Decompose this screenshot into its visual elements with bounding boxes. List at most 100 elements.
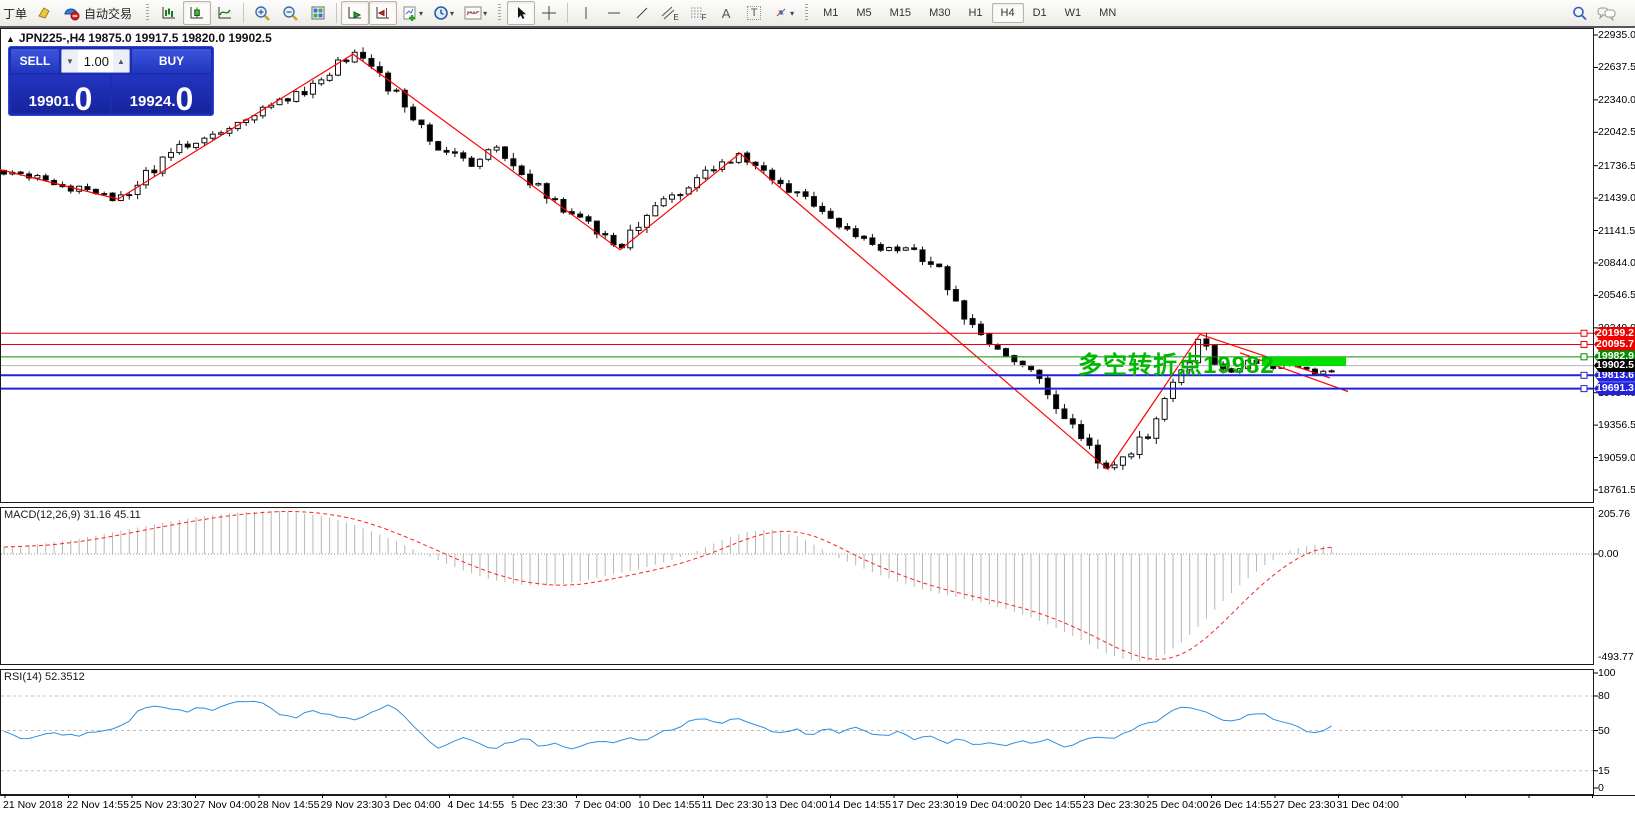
line-handle[interactable] <box>1580 329 1588 337</box>
candle-body <box>460 152 467 159</box>
toolbar-grip[interactable] <box>146 4 150 22</box>
tab-timeframe-h1[interactable]: H1 <box>968 7 983 19</box>
price-tick-label: 21439.0 <box>1598 192 1635 205</box>
buy-price[interactable]: 19924. 0 <box>112 75 211 115</box>
price-axis[interactable]: 22935.0 22637.5 22340.0 22042.5 21736.5 21439… <box>1594 0 1635 816</box>
tab-timeframe-mn[interactable]: MN <box>1099 7 1117 19</box>
chart-annotation-text[interactable]: 多空转折点19982 <box>1078 352 1275 379</box>
highlight-bar-object[interactable] <box>1262 357 1346 367</box>
current-price-label[interactable]: 19902.5 <box>1594 359 1635 373</box>
order-history-icon[interactable] <box>30 1 58 25</box>
sell-button[interactable]: SELL <box>11 49 59 73</box>
candle-body <box>17 171 24 174</box>
crosshair-icon[interactable] <box>535 1 563 25</box>
time-axis[interactable]: 21 Nov 2018 22 Nov 14:55 25 Nov 23:30 27 No… <box>0 797 1635 816</box>
buy-button[interactable]: BUY <box>132 49 211 73</box>
toolbar-separator <box>336 3 338 23</box>
macd-tick-label: 205.76 <box>1598 508 1631 520</box>
chart-shift-icon[interactable] <box>369 1 398 25</box>
price-tick-label: 20546.5 <box>1598 289 1635 302</box>
sell-price-dot: . <box>70 93 75 110</box>
cursor-icon[interactable] <box>507 1 536 25</box>
candle-body <box>84 186 91 191</box>
text-label-glyph: T <box>746 6 762 20</box>
candle-body <box>1028 365 1035 371</box>
candle-body <box>1111 464 1118 469</box>
text-label-tool-icon[interactable]: T <box>740 1 768 25</box>
auto-scroll-icon[interactable] <box>341 1 370 25</box>
new-chart-button[interactable]: ▾ <box>397 1 428 25</box>
volume-decrease-button[interactable]: ▼ <box>62 50 78 72</box>
price-level-label[interactable]: 20199.2 <box>1594 326 1635 340</box>
candle-body <box>810 196 817 207</box>
volume-stepper[interactable]: ▼ 1.00 ▲ <box>61 49 130 73</box>
trendline-icon[interactable] <box>628 1 656 25</box>
price-tick-label: 20844.0 <box>1598 256 1635 269</box>
tab-timeframe-d1[interactable]: D1 <box>1032 7 1047 19</box>
tab-timeframe-w1[interactable]: W1 <box>1064 7 1082 19</box>
search-icon[interactable] <box>1565 1 1593 25</box>
rsi-line <box>3 700 1332 750</box>
candle-body <box>593 220 600 235</box>
collapse-panel-icon[interactable]: ▲ <box>6 34 15 44</box>
price-level-label[interactable]: 20095.7 <box>1594 338 1635 352</box>
equidistant-channel-icon[interactable]: E <box>656 1 684 25</box>
candle-body <box>1019 360 1026 366</box>
candle-body <box>710 169 717 172</box>
arrows-tool-button[interactable]: ▾ <box>768 1 799 25</box>
candle-body <box>318 79 325 85</box>
candlestick-chart-icon[interactable] <box>183 1 212 25</box>
tab-timeframe-m1[interactable]: M1 <box>823 7 839 19</box>
zoom-in-icon[interactable] <box>248 1 276 25</box>
line-chart-icon[interactable] <box>211 1 239 25</box>
horizontal-line-icon[interactable] <box>600 1 628 25</box>
tab-timeframe-m15[interactable]: M15 <box>889 7 912 19</box>
chat-icon[interactable] <box>1593 1 1621 25</box>
candle-body <box>301 91 308 96</box>
candle-body <box>877 243 884 251</box>
tab-timeframe-m5[interactable]: M5 <box>856 7 872 19</box>
sell-price[interactable]: 19901. 0 <box>11 75 110 115</box>
vertical-line-icon[interactable] <box>572 1 600 25</box>
candle-body <box>468 157 475 167</box>
periods-button[interactable]: ▾ <box>428 1 459 25</box>
volume-value[interactable]: 1.00 <box>83 53 109 69</box>
time-tick-label: 10 Dec 14:55 <box>638 799 701 811</box>
candle-body <box>677 194 684 197</box>
toolbar-grip[interactable] <box>805 4 809 22</box>
tab-timeframe-m30[interactable]: M30 <box>929 7 951 19</box>
indicators-button[interactable]: ▾ <box>459 1 492 25</box>
candle-body <box>1320 370 1327 375</box>
candle-body <box>777 179 784 185</box>
candle-body <box>209 133 216 139</box>
candle-body <box>426 124 433 142</box>
time-tick-label: 14 Dec 14:55 <box>828 799 891 811</box>
candle-body <box>836 217 842 228</box>
line-handle[interactable] <box>1580 385 1588 393</box>
line-handle[interactable] <box>1580 353 1588 361</box>
time-tick-label: 11 Dec 23:30 <box>701 799 764 811</box>
candle-body <box>1153 418 1160 439</box>
price-tick-label: 22935.0 <box>1598 29 1635 41</box>
fibonacci-icon[interactable]: F <box>684 1 712 25</box>
channel-sub-label: E <box>673 12 679 22</box>
line-handle[interactable] <box>1580 371 1588 379</box>
autotrading-button[interactable]: 自动交易 <box>58 1 140 25</box>
candle-body <box>535 183 542 186</box>
text-tool-icon[interactable]: A <box>721 5 731 21</box>
toolbar-grip[interactable] <box>498 4 502 22</box>
tab-timeframe-h4[interactable]: H4 <box>991 3 1024 23</box>
candle-body <box>577 213 584 218</box>
zoom-out-icon[interactable] <box>276 1 304 25</box>
candle-body <box>543 183 550 199</box>
volume-increase-button[interactable]: ▲ <box>113 50 129 72</box>
price-level-label[interactable]: 19691.3 <box>1594 382 1635 396</box>
time-tick-label: 20 Dec 14:55 <box>1019 799 1082 811</box>
bar-chart-icon[interactable] <box>155 1 183 25</box>
trendline-object[interactable] <box>1239 352 1349 393</box>
orders-label[interactable]: 丁单 <box>3 6 28 21</box>
line-handle[interactable] <box>1580 341 1588 349</box>
tile-windows-icon[interactable] <box>304 1 332 25</box>
candle-body <box>476 158 483 167</box>
